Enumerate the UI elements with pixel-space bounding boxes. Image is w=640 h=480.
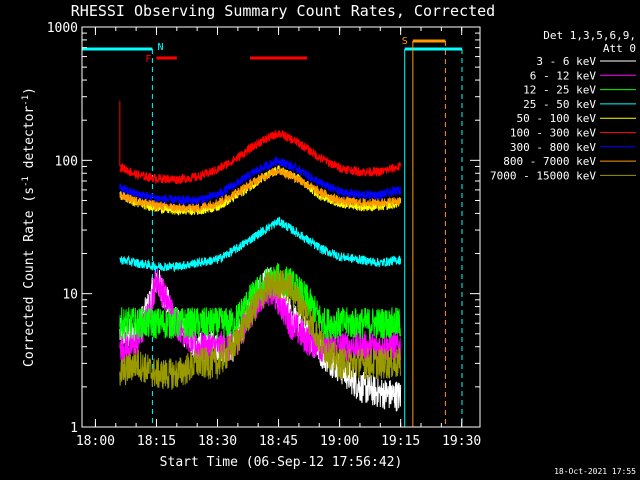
legend-label: 3 - 6 keV [536, 55, 596, 68]
legend-header: Att 0 [603, 42, 636, 55]
y-axis-label-main: Corrected Count Rate (s [22, 187, 37, 367]
y-axis-label-sup1: -1 [21, 176, 31, 187]
observing-intervals: FN S [82, 36, 463, 427]
legend-label: 25 - 50 keV [523, 98, 596, 111]
y-tick-label: 100 [55, 154, 78, 169]
annotation-n: N [158, 42, 164, 53]
legend-label: 800 - 7000 keV [503, 155, 596, 168]
x-tick-label: 19:30 [442, 434, 481, 449]
x-tick-label: 18:00 [76, 434, 115, 449]
legend-label: 100 - 300 keV [510, 127, 596, 140]
x-tick-label: 19:00 [320, 434, 359, 449]
series-line [119, 165, 402, 213]
series-line [119, 216, 402, 273]
x-tick-label: 18:30 [198, 434, 237, 449]
series-line [119, 267, 402, 363]
x-tick-label: 18:15 [137, 434, 176, 449]
series-line [119, 269, 401, 390]
legend-label: 300 - 800 keV [510, 141, 596, 154]
legend-label: 7000 - 15000 keV [490, 169, 596, 182]
plot-frame [81, 26, 481, 428]
x-axis: 18:00 18:15 18:30 18:45 19:00 19:15 19:30 [76, 27, 481, 449]
annotation-s: S [402, 36, 408, 47]
x-axis-label: Start Time (06-Sep-12 17:56:42) [160, 455, 403, 470]
y-axis-label-sup2: -1 [21, 95, 31, 106]
y-axis-label-end: ) [22, 87, 37, 95]
series-line [119, 130, 402, 185]
y-tick-label: 10 [62, 288, 78, 303]
y-axis-label-mid: detector [22, 106, 37, 177]
annotation-f: F [145, 54, 151, 65]
chart-title: RHESSI Observing Summary Count Rates, Co… [71, 2, 495, 20]
series-line [119, 262, 402, 340]
y-axis: 1 10 100 1000 [47, 21, 480, 436]
legend-label: 50 - 100 keV [517, 112, 597, 125]
x-tick-label: 18:45 [259, 434, 298, 449]
y-tick-label: 1000 [47, 21, 78, 36]
x-tick-label: 19:15 [381, 434, 420, 449]
legend-label: 12 - 25 keV [523, 84, 596, 97]
series-line [119, 156, 402, 206]
legend-label: 6 - 12 keV [530, 69, 597, 82]
y-tick-label: 1 [70, 421, 78, 436]
timestamp: 18-Oct-2021 17:55 [554, 467, 636, 476]
series-layer [119, 100, 402, 412]
y-axis-label: Corrected Count Rate (s-1 detector-1) [21, 87, 37, 367]
legend-header: Det 1,3,5,6,9, [543, 29, 636, 42]
